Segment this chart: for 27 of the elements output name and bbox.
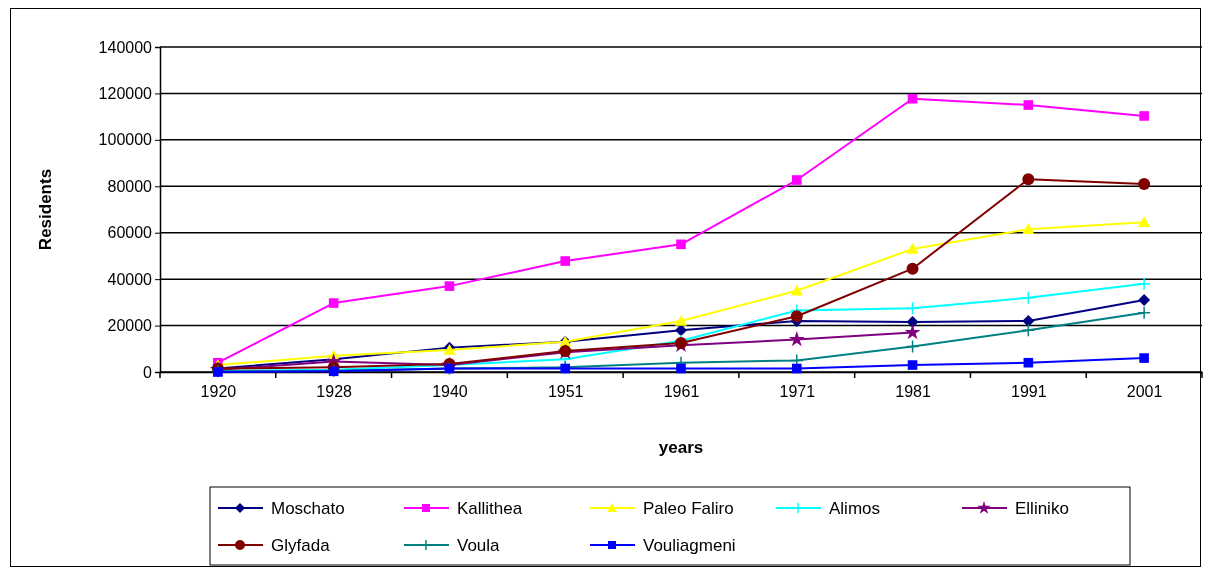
x-tick-label: 1928 <box>316 383 353 401</box>
x-tick-label: 1981 <box>895 383 931 401</box>
x-tick-label: 1951 <box>547 383 584 401</box>
y-tick-label: 80000 <box>107 177 153 195</box>
x-tick-label: 1961 <box>663 383 700 401</box>
legend-label: Vouliagmeni <box>643 536 736 555</box>
x-tick-label: 1991 <box>1011 383 1047 401</box>
x-tick-label: 1971 <box>779 383 816 401</box>
y-axis-title: Residents <box>36 168 55 251</box>
legend-label: Elliniko <box>1015 499 1069 518</box>
legend-label: Moschato <box>271 499 345 518</box>
y-tick-label: 60000 <box>107 224 153 242</box>
y-tick-label: 120000 <box>98 85 153 103</box>
x-tick-label: 2001 <box>1126 383 1163 401</box>
y-tick-label: 20000 <box>107 317 153 335</box>
legend-label: Glyfada <box>271 536 331 555</box>
y-tick-label: 40000 <box>107 270 153 288</box>
y-tick-label: 0 <box>143 363 153 381</box>
y-tick-label: 100000 <box>98 131 153 149</box>
legend-label: Alimos <box>829 499 881 518</box>
legend-label: Paleo Faliro <box>643 499 734 518</box>
y-tick-label: 140000 <box>98 38 153 56</box>
legend-label: Voula <box>457 536 501 555</box>
legend-label: Kallithea <box>457 499 523 518</box>
x-axis-title: years <box>658 438 704 457</box>
x-tick-label: 1920 <box>200 383 237 401</box>
x-tick-label: 1940 <box>432 383 468 401</box>
